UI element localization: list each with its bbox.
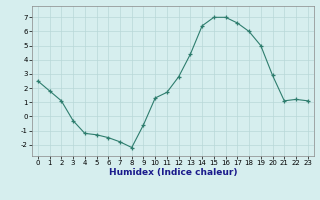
X-axis label: Humidex (Indice chaleur): Humidex (Indice chaleur) — [108, 168, 237, 177]
